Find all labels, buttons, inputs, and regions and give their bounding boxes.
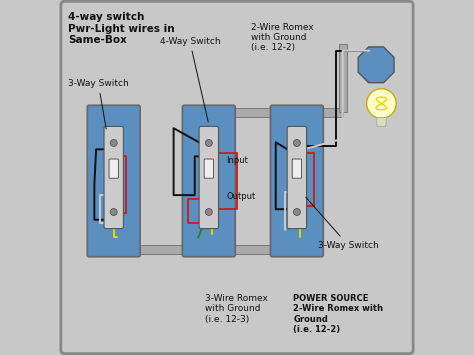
Circle shape	[110, 208, 117, 215]
Polygon shape	[358, 47, 394, 83]
FancyBboxPatch shape	[204, 159, 213, 178]
FancyBboxPatch shape	[287, 126, 307, 229]
Text: Input: Input	[227, 157, 248, 165]
Text: 3-Way Switch: 3-Way Switch	[306, 197, 379, 250]
Bar	[339, 44, 346, 112]
Text: 4-Way Switch: 4-Way Switch	[160, 37, 220, 122]
Text: 3-Wire Romex
with Ground
(i.e. 12-3): 3-Wire Romex with Ground (i.e. 12-3)	[205, 294, 268, 323]
Text: POWER SOURCE
2-Wire Romex with
Ground
(i.e. 12-2): POWER SOURCE 2-Wire Romex with Ground (i…	[293, 294, 383, 334]
Text: 2-Wire Romex
with Ground
(i.e. 12-2): 2-Wire Romex with Ground (i.e. 12-2)	[251, 22, 314, 52]
Bar	[104, 245, 219, 254]
Text: 4-way switch
Pwr-Light wires in
Same-Box: 4-way switch Pwr-Light wires in Same-Box	[68, 12, 174, 45]
FancyBboxPatch shape	[199, 126, 219, 229]
Circle shape	[205, 208, 212, 215]
FancyBboxPatch shape	[292, 159, 301, 178]
Circle shape	[366, 89, 396, 118]
FancyBboxPatch shape	[87, 105, 140, 257]
Circle shape	[205, 140, 212, 147]
Circle shape	[110, 140, 117, 147]
FancyBboxPatch shape	[271, 105, 323, 257]
Bar	[209, 108, 343, 117]
FancyBboxPatch shape	[104, 126, 123, 229]
Text: Output: Output	[227, 192, 255, 201]
Bar	[199, 245, 307, 254]
Circle shape	[293, 208, 301, 215]
Circle shape	[293, 140, 301, 147]
FancyBboxPatch shape	[182, 105, 235, 257]
FancyBboxPatch shape	[109, 159, 118, 178]
Polygon shape	[376, 118, 387, 126]
Text: 3-Way Switch: 3-Way Switch	[68, 79, 128, 129]
